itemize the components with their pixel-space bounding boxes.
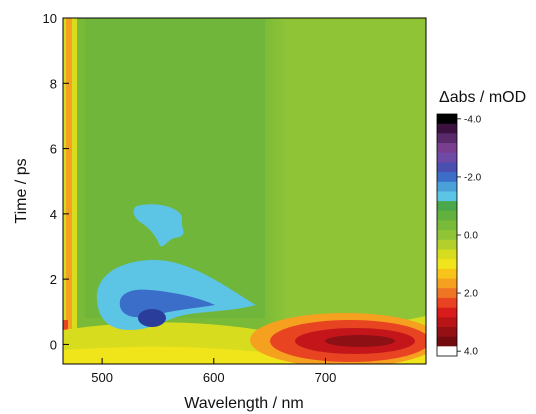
colorbar: -4.0 -2.0 0.0 2.0 4.0 [436, 113, 482, 358]
colorbar-swatch-24 [437, 346, 457, 357]
x-tick-label-0: 500 [91, 370, 113, 385]
colorbar-swatch-19 [437, 297, 457, 308]
absorption-core [325, 335, 395, 347]
colorbar-swatch-7 [437, 181, 457, 192]
colorbar-swatch-6 [437, 172, 457, 183]
left-edge-orange [66, 18, 72, 364]
colorbar-swatch-4 [437, 152, 457, 163]
y-tick-label-3: 6 [50, 142, 57, 157]
y-tick-label-5: 10 [43, 11, 57, 26]
colorbar-swatch-22 [437, 326, 457, 338]
colorbar-tick-label-0: -4.0 [464, 114, 482, 125]
colorbar-swatch-14 [437, 249, 457, 260]
colorbar-swatch-0 [437, 114, 457, 125]
y-tick-label-4: 8 [50, 76, 57, 91]
y-axis-title: Time / ps [13, 158, 30, 223]
colorbar-swatch-10 [437, 210, 457, 221]
plot-area [63, 18, 426, 364]
colorbar-tick-label-2: 0.0 [464, 231, 478, 242]
colorbar-swatch-20 [437, 307, 457, 318]
colorbar-swatch-23 [437, 336, 457, 347]
colorbar-swatch-5 [437, 162, 457, 173]
bleach-mid [119, 289, 215, 318]
y-tick-label-2: 4 [50, 207, 57, 222]
colorbar-swatch-15 [437, 259, 457, 270]
colorbar-swatch-13 [437, 239, 457, 250]
x-axis: 500 600 700 [91, 358, 336, 385]
colorbar-swatch-12 [437, 230, 457, 241]
colorbar-tick-label-4: 4.0 [464, 347, 478, 358]
colorbar-swatch-2 [437, 133, 457, 144]
colorbar-swatch-16 [437, 268, 457, 279]
colorbar-swatch-8 [437, 191, 457, 202]
colorbar-swatch-3 [437, 143, 457, 154]
colorbar-swatch-1 [437, 123, 457, 134]
bleach-core [138, 309, 166, 327]
colorbar-swatch-17 [437, 278, 457, 289]
y-tick-label-1: 2 [50, 272, 57, 287]
x-tick-label-1: 600 [203, 370, 225, 385]
x-axis-title: Wavelength / nm [184, 395, 303, 412]
colorbar-swatch-18 [437, 288, 457, 299]
y-axis: 0 2 4 6 8 10 [43, 11, 69, 352]
x-tick-label-2: 700 [315, 370, 337, 385]
colorbar-tick-label-3: 2.0 [464, 289, 478, 300]
colorbar-swatch-9 [437, 201, 457, 212]
colorbar-title: Δabs / mOD [439, 89, 526, 106]
colorbar-swatch-11 [437, 220, 457, 231]
y-tick-label-0: 0 [50, 337, 57, 352]
plot-frame [62, 17, 427, 365]
bleach-shoulder [133, 204, 184, 247]
colorbar-tick-label-1: -2.0 [464, 172, 482, 183]
colorbar-swatch-21 [437, 317, 457, 328]
